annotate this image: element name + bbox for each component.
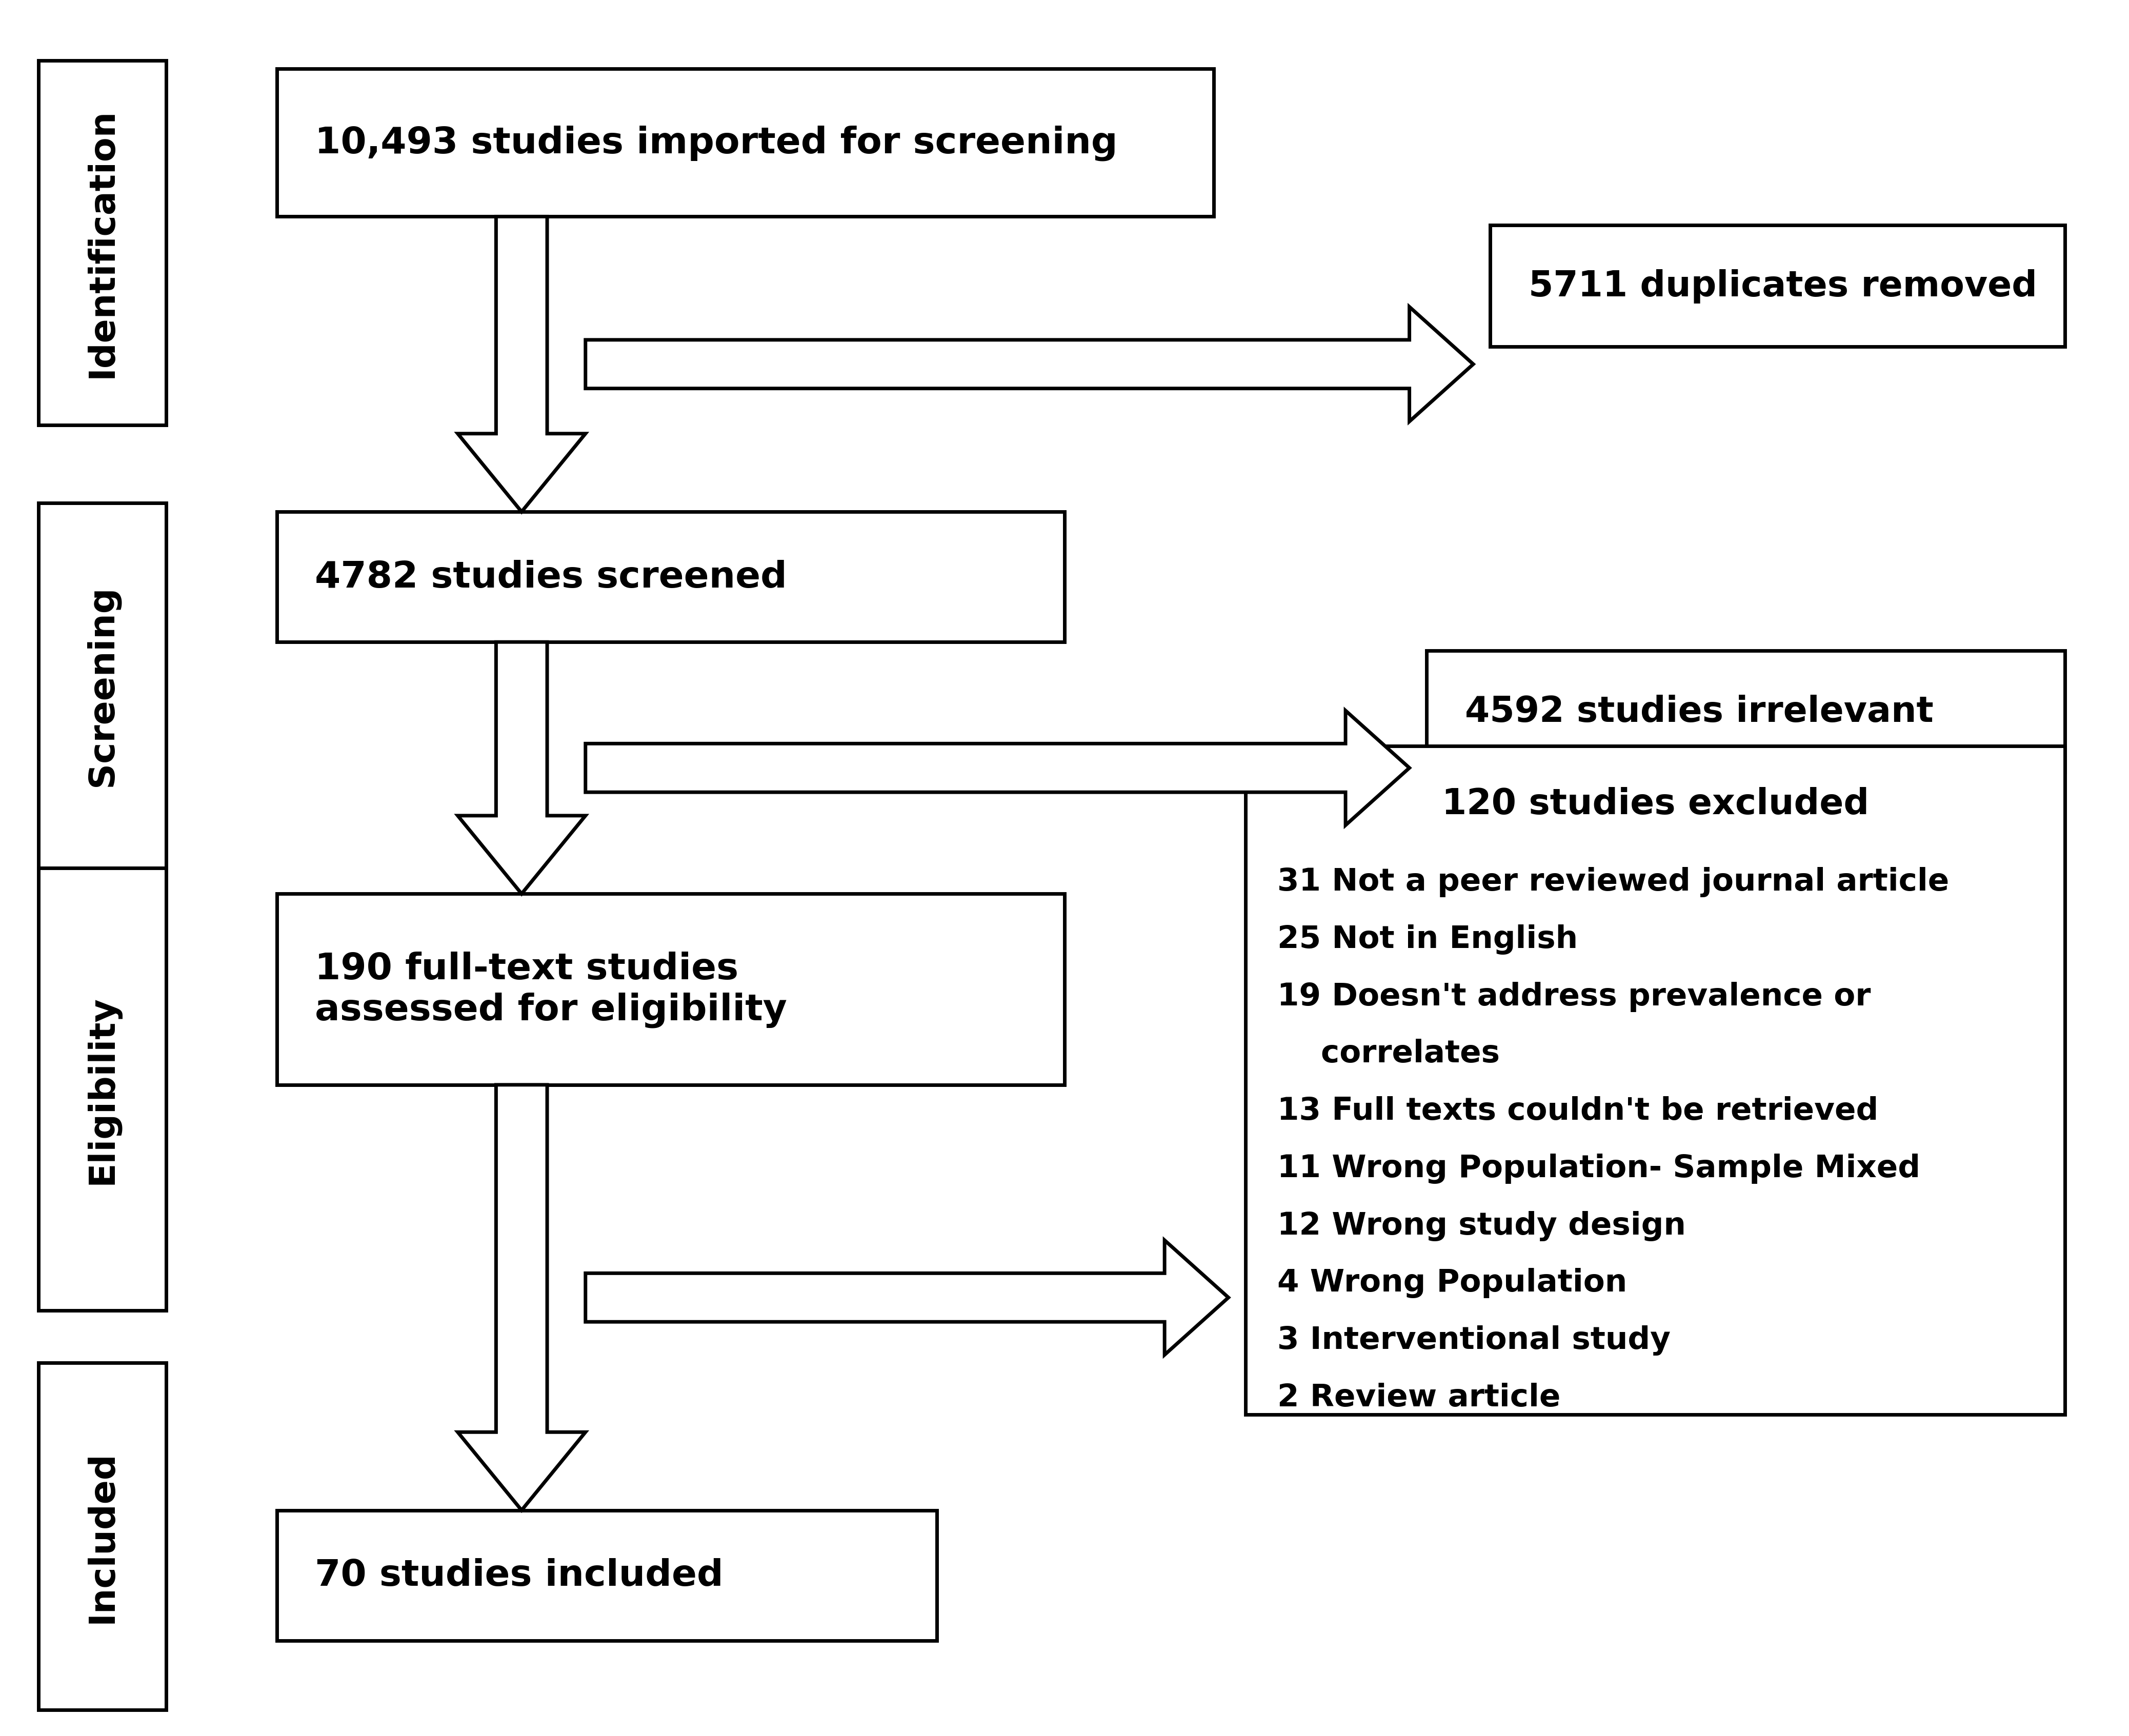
Text: 11 Wrong Population- Sample Mixed: 11 Wrong Population- Sample Mixed (1277, 1153, 1920, 1184)
Text: 4782 studies screened: 4782 studies screened (315, 559, 788, 595)
Text: 4 Wrong Population: 4 Wrong Population (1277, 1267, 1627, 1299)
FancyBboxPatch shape (277, 69, 1214, 217)
FancyBboxPatch shape (1426, 651, 2065, 773)
Text: 12 Wrong study design: 12 Wrong study design (1277, 1210, 1686, 1241)
Polygon shape (585, 1240, 1228, 1354)
Text: Screening: Screening (85, 585, 119, 786)
Polygon shape (458, 1085, 585, 1510)
Text: correlates: correlates (1277, 1038, 1501, 1069)
Text: 25 Not in English: 25 Not in English (1277, 924, 1578, 955)
Text: 190 full-text studies
assessed for eligibility: 190 full-text studies assessed for eligi… (315, 951, 788, 1028)
Text: 19 Doesn't address prevalence or: 19 Doesn't address prevalence or (1277, 981, 1871, 1012)
Text: 13 Full texts couldn't be retrieved: 13 Full texts couldn't be retrieved (1277, 1095, 1878, 1127)
FancyBboxPatch shape (38, 868, 166, 1311)
Text: Identification: Identification (85, 108, 119, 378)
FancyBboxPatch shape (38, 503, 166, 868)
Text: 5711 duplicates removed: 5711 duplicates removed (1529, 269, 2037, 304)
Text: 4592 studies irrelevant: 4592 studies irrelevant (1465, 694, 1933, 729)
Text: 3 Interventional study: 3 Interventional study (1277, 1325, 1671, 1356)
Text: 2 Review article: 2 Review article (1277, 1382, 1561, 1413)
FancyBboxPatch shape (1245, 746, 2065, 1415)
FancyBboxPatch shape (38, 61, 166, 425)
Polygon shape (458, 642, 585, 894)
Polygon shape (585, 712, 1409, 826)
Text: 31 Not a peer reviewed journal article: 31 Not a peer reviewed journal article (1277, 866, 1950, 898)
Text: Included: Included (85, 1450, 119, 1623)
FancyBboxPatch shape (1490, 226, 2065, 347)
Text: 10,493 studies imported for screening: 10,493 studies imported for screening (315, 125, 1118, 161)
FancyBboxPatch shape (277, 512, 1064, 642)
Text: Eligibility: Eligibility (85, 995, 119, 1184)
Polygon shape (585, 307, 1473, 422)
FancyBboxPatch shape (38, 1363, 166, 1710)
Text: 70 studies included: 70 studies included (315, 1557, 724, 1594)
Polygon shape (458, 217, 585, 512)
FancyBboxPatch shape (277, 894, 1064, 1085)
FancyBboxPatch shape (277, 1510, 937, 1641)
Text: 120 studies excluded: 120 studies excluded (1441, 786, 1869, 821)
